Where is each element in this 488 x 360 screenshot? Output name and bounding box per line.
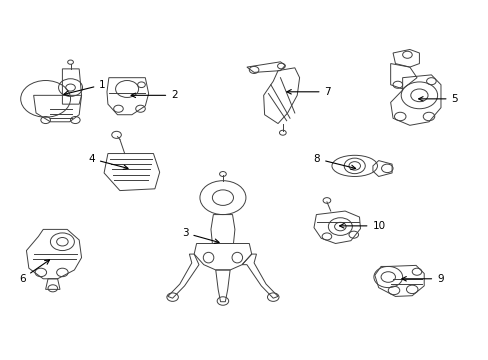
Text: 2: 2 xyxy=(131,90,178,100)
Text: 4: 4 xyxy=(88,154,128,170)
Text: 6: 6 xyxy=(19,260,49,284)
Text: 10: 10 xyxy=(339,221,385,231)
Text: 3: 3 xyxy=(182,228,219,243)
Text: 8: 8 xyxy=(313,154,355,170)
Text: 7: 7 xyxy=(286,87,330,97)
Text: 9: 9 xyxy=(401,274,443,284)
Text: 5: 5 xyxy=(418,94,457,104)
Text: 1: 1 xyxy=(64,80,106,95)
